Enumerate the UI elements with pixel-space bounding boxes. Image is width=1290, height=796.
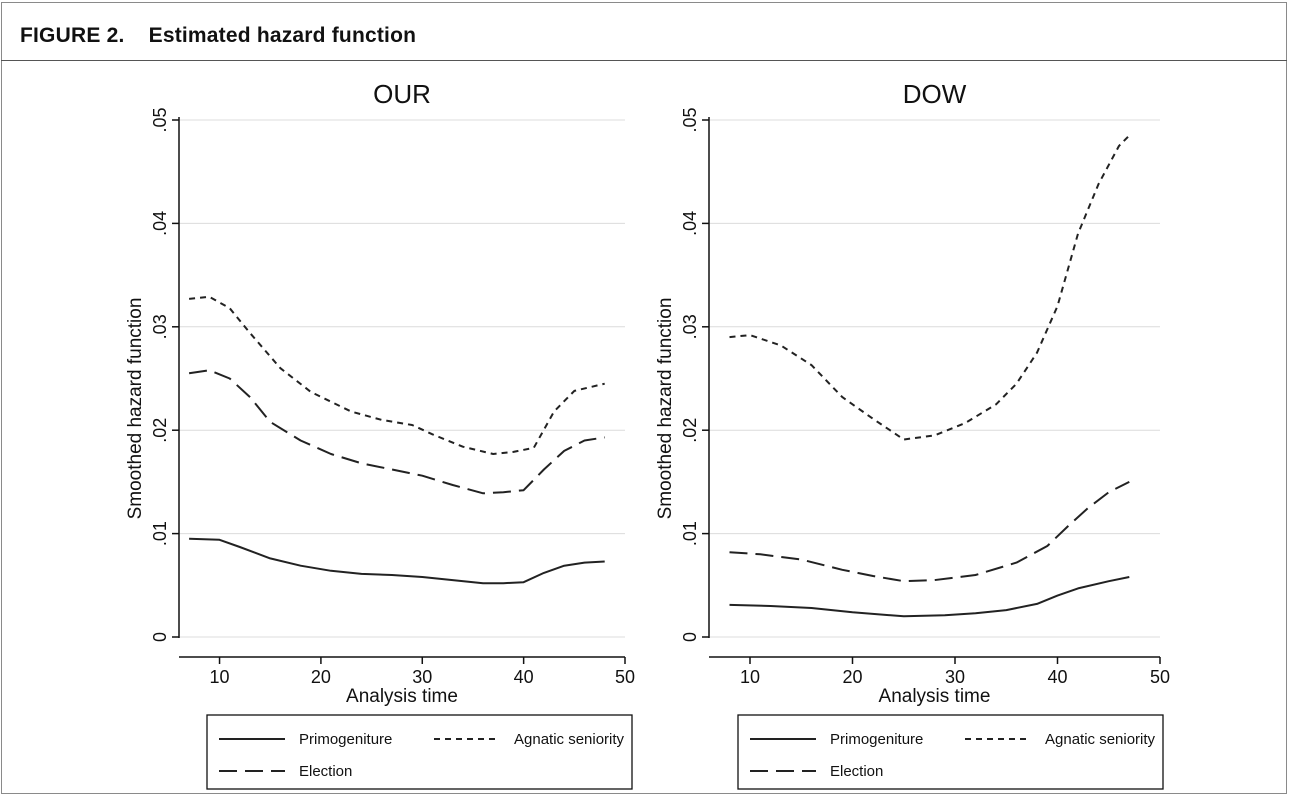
- y-tick-label: .01: [150, 521, 170, 546]
- x-tick-label: 30: [945, 667, 965, 687]
- series-line-election: [729, 481, 1130, 583]
- series-line-election: [188, 369, 605, 495]
- x-tick-label: 20: [842, 667, 862, 687]
- title-rule: [1, 60, 1287, 61]
- legend-label: Primogeniture: [830, 731, 923, 748]
- y-axis-label: Smoothed hazard function: [125, 298, 146, 520]
- legend-box: [737, 714, 1164, 790]
- panel-title: DOW: [903, 79, 967, 109]
- legend-label: Election: [299, 763, 352, 780]
- legend-label: Agnatic seniority: [514, 731, 625, 748]
- y-tick-label: .05: [150, 107, 170, 132]
- y-tick-label: .04: [680, 211, 700, 236]
- legend-label: Primogeniture: [299, 731, 392, 748]
- x-tick-label: 50: [615, 667, 635, 687]
- series-line-agnatic-seniority: [188, 295, 605, 455]
- y-axis-label: Smoothed hazard function: [655, 298, 676, 520]
- y-tick-label: .02: [150, 418, 170, 443]
- legend-label: Agnatic seniority: [1045, 731, 1156, 748]
- y-tick-label: .04: [150, 211, 170, 236]
- series-line-agnatic-seniority: [729, 134, 1131, 441]
- series-line-primogeniture: [729, 576, 1130, 618]
- y-tick-label: .03: [150, 314, 170, 339]
- y-tick-label: .01: [680, 521, 700, 546]
- y-tick-label: .05: [680, 107, 700, 132]
- y-tick-label: .02: [680, 418, 700, 443]
- x-tick-label: 40: [514, 667, 534, 687]
- y-tick-label: .03: [680, 314, 700, 339]
- figure-title: FIGURE 2. Estimated hazard function: [20, 24, 417, 47]
- x-axis-label: Analysis time: [346, 686, 458, 707]
- x-tick-label: 40: [1047, 667, 1067, 687]
- legend-box: [206, 714, 633, 790]
- x-tick-label: 10: [740, 667, 760, 687]
- y-tick-label: 0: [680, 632, 700, 642]
- chart-panel-our: 0 .01 .02 .03 .04 .05 10 20 30 40 50 Analysis time S…: [125, 79, 635, 790]
- y-tick-label: 0: [150, 632, 170, 642]
- x-tick-label: 10: [210, 667, 230, 687]
- panel-title: OUR: [373, 79, 431, 109]
- series-line-primogeniture: [189, 537, 605, 585]
- legend-label: Election: [830, 763, 883, 780]
- x-tick-label: 50: [1150, 667, 1170, 687]
- chart-panel-dow: 0 .01 .02 .03 .04 .05 10 20 30 40 50 Analysis time S…: [655, 79, 1170, 790]
- x-tick-label: 20: [311, 667, 331, 687]
- x-tick-label: 30: [412, 667, 432, 687]
- x-axis-label: Analysis time: [879, 686, 991, 707]
